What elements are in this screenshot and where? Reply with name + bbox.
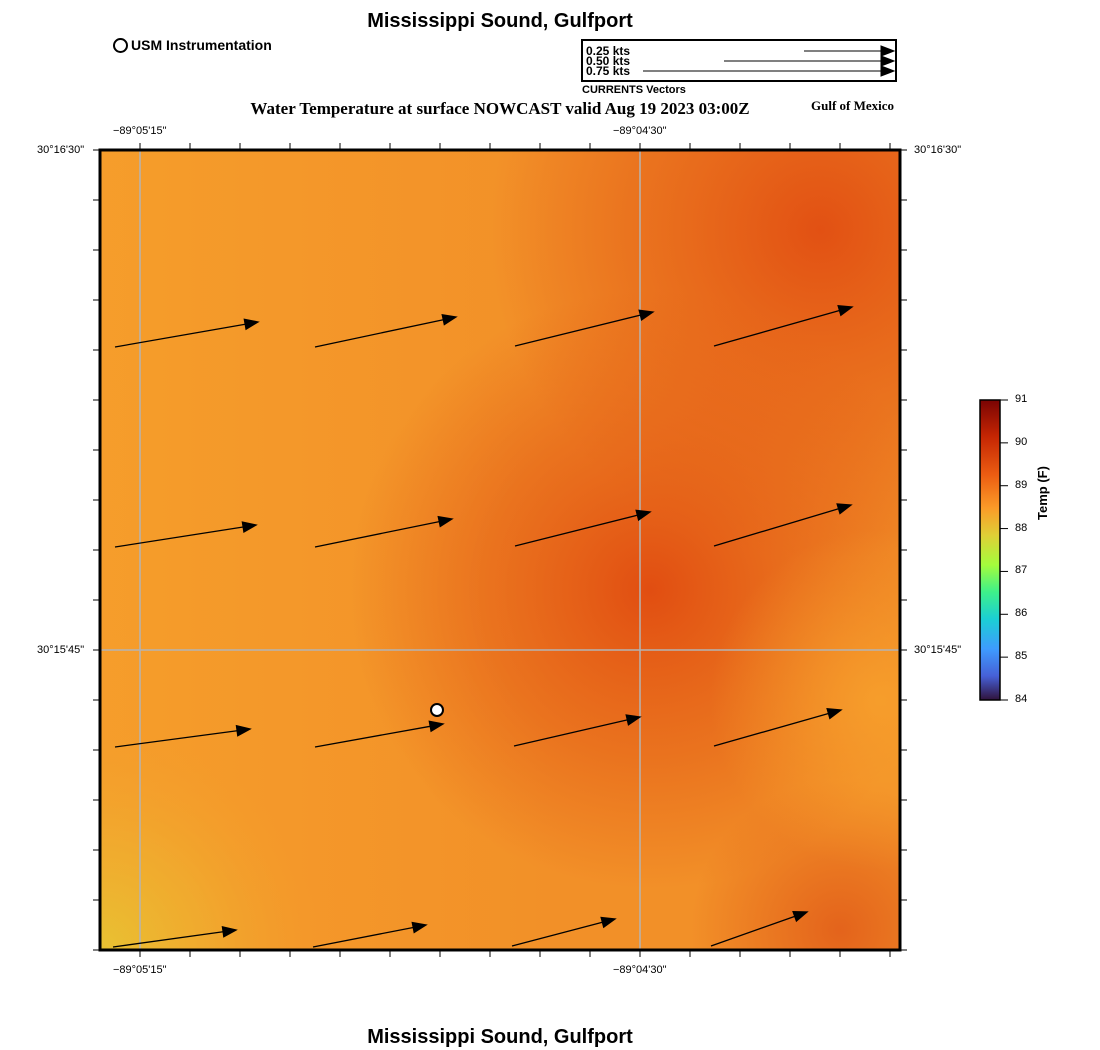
lat-label-left-1: 30°16'30"	[37, 144, 85, 156]
vector-scale-legend: 0.25 kts 0.50 kts 0.75 kts	[581, 39, 897, 82]
vector-r4-c3	[511, 916, 617, 947]
colorbar-tick-label: 84	[1015, 693, 1028, 705]
vector-r4-c1	[112, 925, 238, 948]
scale-label-050: 0.50 kts	[586, 54, 631, 68]
vector-r2-c1	[114, 521, 258, 548]
lon-label-bottom-2: −89°04'30"	[613, 964, 667, 976]
figure-title: Mississippi Sound, Gulfport	[367, 10, 633, 32]
vector-r1-c1	[114, 318, 260, 348]
colorbar-tick-label: 89	[1015, 478, 1028, 491]
scale-arrows	[643, 45, 895, 77]
map-panel	[93, 143, 907, 957]
vector-caption: CURRENTS Vectors	[582, 84, 686, 96]
temperature-field	[100, 150, 900, 950]
map-frame	[98, 148, 902, 952]
colorbar-tick-label: 88	[1015, 521, 1028, 534]
lat-label-right-1: 30°16'30"	[914, 144, 962, 156]
lat-label-left-2: 30°15'45"	[37, 644, 85, 656]
vector-r4-c4	[710, 910, 809, 947]
lon-label-bottom-1: −89°05'15"	[113, 964, 167, 976]
vector-r1-c2	[314, 314, 458, 348]
station-legend-icon	[113, 37, 128, 53]
colorbar-tick-label: 87	[1015, 564, 1028, 577]
lon-label-top-2: −89°04'30"	[613, 125, 667, 137]
vector-r2-c3	[514, 509, 652, 547]
colorbar-tick-label: 91	[1015, 393, 1028, 405]
vector-r2-c4	[713, 503, 853, 547]
colorbar-tick-label: 85	[1015, 650, 1028, 663]
vector-r1-c4	[713, 304, 854, 347]
lat-label-right-2: 30°15'45"	[914, 644, 962, 656]
colorbar-ticks	[1000, 399, 1008, 701]
vector-r3-c4	[713, 708, 843, 747]
vector-r2-c2	[314, 515, 454, 548]
scale-label-025: 0.25 kts	[586, 44, 631, 58]
region-label: Gulf of Mexico	[811, 98, 895, 113]
lon-label-top-1: −89°05'15"	[113, 125, 167, 137]
graticule	[100, 150, 900, 950]
colorbar-ramp	[979, 399, 1001, 701]
vector-r3-c3	[513, 714, 642, 747]
vector-r3-c1	[114, 724, 252, 748]
vector-r3-c2	[314, 720, 445, 748]
colorbar-title: Temp (F)	[1035, 466, 1050, 520]
scale-label-075: 0.75 kts	[586, 64, 631, 78]
station-legend-label: USM Instrumentation	[131, 37, 272, 53]
footer-title: Mississippi Sound, Gulfport	[367, 1026, 633, 1048]
usm-station-marker[interactable]	[430, 703, 444, 717]
colorbar-tick-label: 86	[1015, 607, 1028, 620]
station-legend: USM Instrumentation	[113, 37, 272, 53]
colorbar	[979, 399, 1008, 701]
vector-r1-c3	[514, 309, 655, 347]
vector-r4-c2	[312, 921, 428, 948]
map-subtitle: Water Temperature at surface NOWCAST val…	[250, 99, 750, 118]
colorbar-tick-label: 90	[1015, 435, 1028, 448]
current-vectors	[112, 304, 854, 948]
